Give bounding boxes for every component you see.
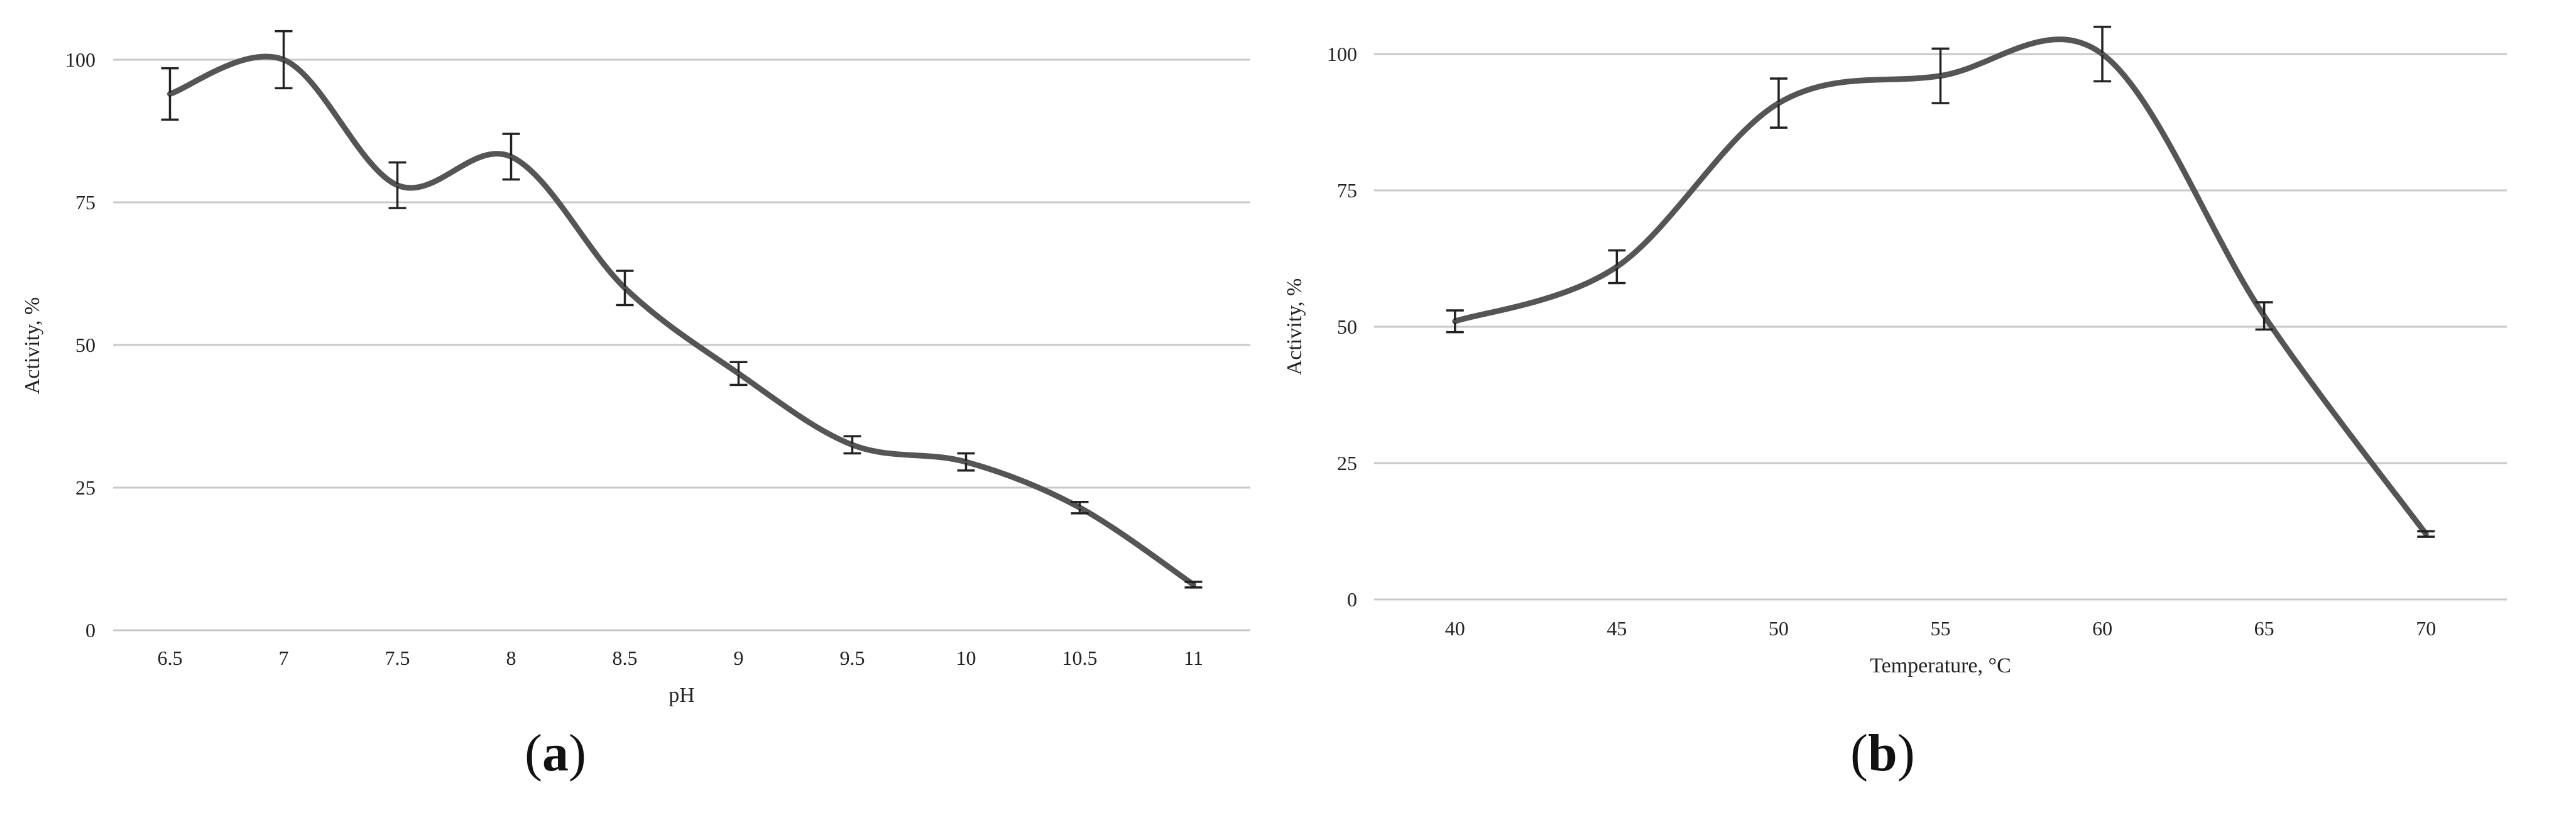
data-point [1453,320,1456,323]
y-tick-label: 0 [1347,588,1357,611]
y-tick-label: 50 [75,334,96,356]
data-point [1192,583,1195,586]
data-point [510,155,513,158]
x-tick-label: 60 [2092,617,2112,640]
x-tick-label: 9.5 [840,647,865,669]
y-tick-label: 0 [85,619,96,642]
x-tick-label: 9 [734,647,744,669]
panel-b-caption: (b) [1850,724,1915,782]
data-point [2262,314,2266,317]
series-line [1452,36,2429,537]
data-point [1615,265,1618,268]
chart-panel-b: 0 25 50 75 100 40 45 50 55 60 65 70 Temperature, °C A… [1283,25,2507,677]
x-tick-label: 8 [506,647,516,669]
panel-a-letter: a [542,724,569,782]
x-tick-label: 55 [1931,617,1951,640]
x-tick-label: 70 [2416,617,2436,640]
data-point [964,461,968,464]
data-point [282,58,285,61]
data-point [851,443,854,446]
y-tick-label: 50 [1337,315,1357,338]
y-tick-label: 25 [1337,452,1357,474]
y-tick-label: 100 [1327,43,1357,65]
data-point [1777,102,1780,105]
x-tick-label: 11 [1184,647,1203,669]
x-tick-label: 10.5 [1062,647,1098,669]
data-point [1078,506,1081,509]
series-line [167,53,1196,588]
chart-panel-a: 0 25 50 75 100 6.5 7 7.5 8 8.5 9 9.5 10 10.5 11 pH Activ… [21,30,1250,707]
x-tick-label: 10 [956,647,976,669]
data-point [737,372,740,375]
x-tick-label: 6.5 [158,647,183,669]
data-point [396,183,399,187]
data-point [2425,532,2428,535]
x-tick-label: 50 [1769,617,1789,640]
x-tick-label: 40 [1445,617,1465,640]
y-tick-label: 75 [1337,179,1357,202]
y-axis-title: Activity, % [21,297,44,395]
panel-a-caption: (a) [525,724,586,782]
y-tick-label: 100 [65,48,96,71]
data-point [168,92,172,96]
y-axis-title: Activity, % [1283,278,1306,376]
x-tick-label: 65 [2254,617,2274,640]
data-point [2101,53,2104,55]
x-tick-label: 8.5 [613,647,638,669]
data-point [1939,74,1942,77]
y-tick-label: 75 [75,191,96,214]
x-tick-label: 7 [279,647,289,669]
x-axis-title: Temperature, °C [1870,654,2011,677]
x-tick-label: 45 [1607,617,1627,640]
data-point [623,287,626,290]
y-tick-label: 25 [75,476,96,499]
x-axis-title: pH [669,684,695,707]
x-tick-label: 7.5 [385,647,410,669]
panel-b-letter: b [1867,724,1897,782]
